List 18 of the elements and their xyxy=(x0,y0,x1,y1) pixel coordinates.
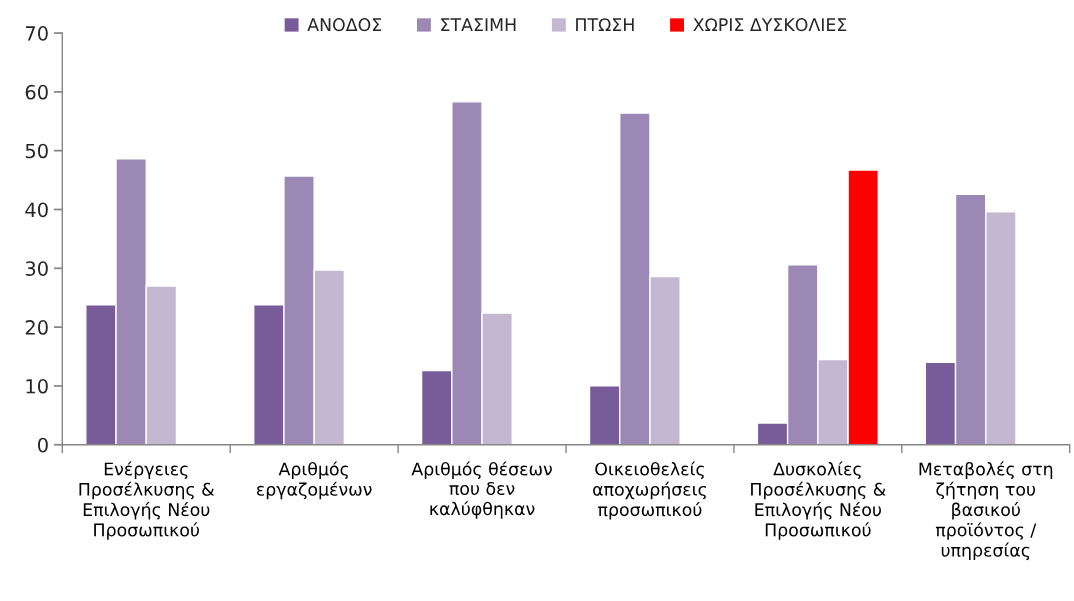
y-tick-label: 40 xyxy=(25,202,48,218)
x-tick-label: Αριθμός εργαζομένων xyxy=(257,461,372,500)
y-tick-label: 50 xyxy=(25,143,48,159)
x-tick-label: Ενέργειες Προσέλκυσης & Επιλογής Νέου Προσωπικού xyxy=(79,461,215,540)
y-tick-label: 60 xyxy=(25,84,48,100)
x-tick-label: Δυσκολίες Προσέλκυσης & Επιλογής Νέου Προσωπικού xyxy=(751,461,886,540)
y-tick-label: 20 xyxy=(25,320,48,335)
legend-label: ΠΤΩΣΗ xyxy=(576,18,634,31)
legend-label: ΧΩΡΙΣ ΔΥΣΚΟΛΙΕΣ xyxy=(693,18,847,32)
y-tick-label: 0 xyxy=(38,437,48,453)
y-tick-label: 10 xyxy=(26,378,48,394)
y-tick-label: 30 xyxy=(25,261,48,276)
legend-label: ΣΤΑΣΙΜΗ xyxy=(441,18,516,31)
x-tick-label: Αριθμός θέσεων που δεν καλύφθηκαν xyxy=(411,461,552,519)
x-tick-label: Οικειοθελείς αποχωρήσεις προσωπικού xyxy=(593,461,707,520)
y-tick-label: 70 xyxy=(25,26,48,41)
x-tick-label: Μεταβολές στη ζήτηση του βασικού προϊόντος / υπηρεσίας xyxy=(919,461,1053,561)
legend-label: ΑΝΟΔΟΣ xyxy=(307,18,382,32)
